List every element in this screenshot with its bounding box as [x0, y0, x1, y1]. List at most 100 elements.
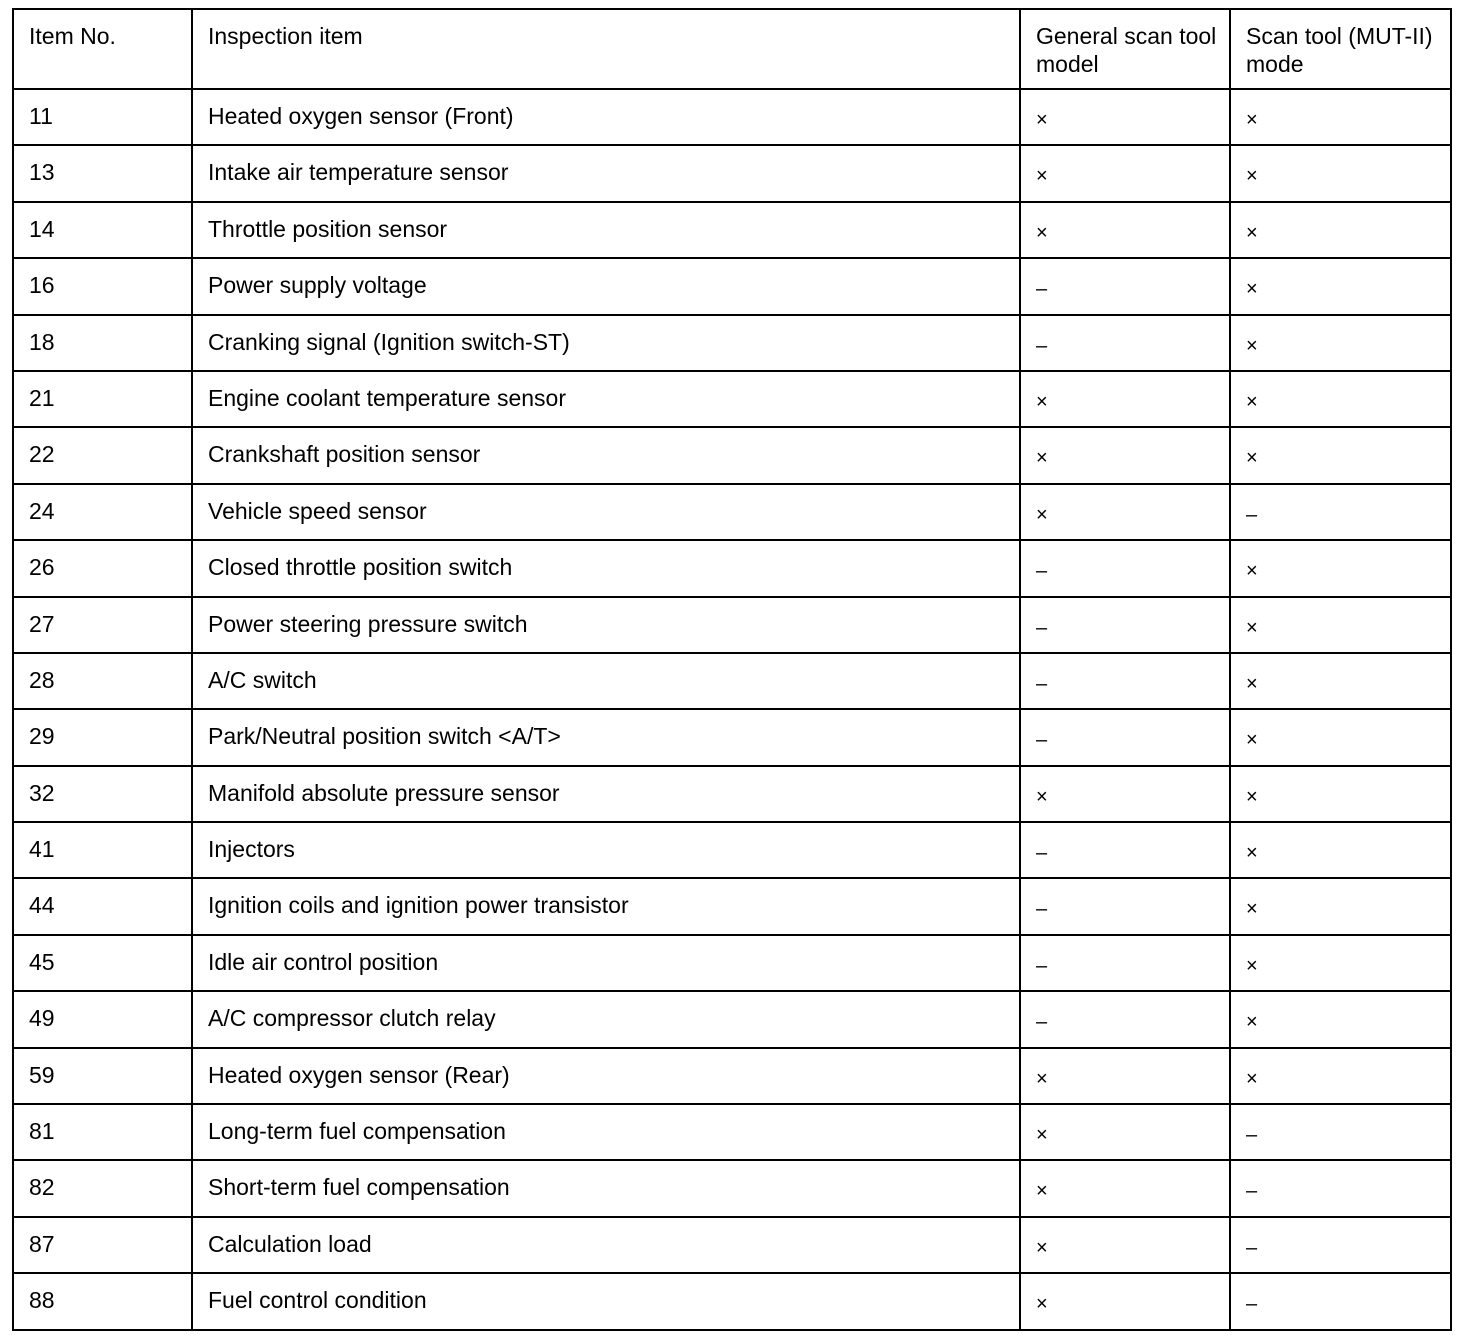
general-scan-cell: × — [1019, 1103, 1231, 1162]
mut-mode-cell: – — [1229, 1103, 1452, 1162]
item-number-cell: 44 — [12, 877, 193, 936]
table-row: 26 Closed throttle position switch – × — [12, 539, 1452, 598]
item-number-cell: 32 — [12, 764, 193, 824]
general-scan-cell: – — [1019, 595, 1231, 654]
mut-mode-cell: × — [1229, 539, 1452, 598]
item-number-cell: 16 — [12, 257, 193, 316]
general-scan-cell: × — [1019, 1159, 1231, 1218]
mut-mode-cell: × — [1229, 144, 1452, 203]
mut-mode-cell: × — [1229, 369, 1452, 429]
general-scan-cell: – — [1019, 821, 1231, 880]
inspection-item-cell: Intake air temperature sensor — [191, 144, 1021, 203]
table-row: 88 Fuel control condition × – — [12, 1272, 1452, 1331]
inspection-item-cell: Power supply voltage — [191, 257, 1021, 316]
table-row: 13 Intake air temperature sensor × × — [12, 144, 1452, 203]
inspection-item-cell: Throttle position sensor — [191, 200, 1021, 260]
general-scan-cell: × — [1019, 426, 1231, 485]
inspection-item-cell: Vehicle speed sensor — [191, 482, 1021, 542]
item-number-cell: 27 — [12, 595, 193, 654]
header-general-scan-tool: General scan tool model — [1019, 8, 1231, 90]
general-scan-cell: – — [1019, 651, 1231, 711]
table-row: 49 A/C compressor clutch relay – × — [12, 990, 1452, 1049]
mut-mode-cell: × — [1229, 87, 1452, 147]
inspection-item-cell: Short-term fuel compensation — [191, 1159, 1021, 1218]
mut-mode-cell: – — [1229, 1215, 1452, 1275]
inspection-item-cell: Injectors — [191, 821, 1021, 880]
general-scan-cell: × — [1019, 87, 1231, 147]
inspection-item-cell: Ignition coils and ignition power transi… — [191, 877, 1021, 936]
item-number-cell: 18 — [12, 313, 193, 372]
item-number-cell: 88 — [12, 1272, 193, 1331]
inspection-item-cell: Engine coolant temperature sensor — [191, 369, 1021, 429]
general-scan-cell: – — [1019, 257, 1231, 316]
table-row: 11 Heated oxygen sensor (Front) × × — [12, 87, 1452, 147]
table-row: 24 Vehicle speed sensor × – — [12, 482, 1452, 542]
table-row: 27 Power steering pressure switch – × — [12, 595, 1452, 654]
inspection-item-cell: Idle air control position — [191, 933, 1021, 993]
table-row: 82 Short-term fuel compensation × – — [12, 1159, 1452, 1218]
general-scan-cell: – — [1019, 313, 1231, 372]
mut-mode-cell: × — [1229, 651, 1452, 711]
item-number-cell: 87 — [12, 1215, 193, 1275]
item-number-cell: 59 — [12, 1046, 193, 1106]
table-row: 41 Injectors – × — [12, 821, 1452, 880]
general-scan-cell: – — [1019, 990, 1231, 1049]
inspection-item-cell: Park/Neutral position switch <A/T> — [191, 708, 1021, 767]
header-row: Item No. Inspection item General scan to… — [12, 8, 1452, 90]
mut-mode-cell: – — [1229, 1272, 1452, 1331]
general-scan-cell: – — [1019, 539, 1231, 598]
mut-mode-cell: × — [1229, 821, 1452, 880]
table-row: 59 Heated oxygen sensor (Rear) × × — [12, 1046, 1452, 1106]
item-number-cell: 41 — [12, 821, 193, 880]
general-scan-cell: × — [1019, 1215, 1231, 1275]
mut-mode-cell: × — [1229, 426, 1452, 485]
table-row: 29 Park/Neutral position switch <A/T> – × — [12, 708, 1452, 767]
item-number-cell: 22 — [12, 426, 193, 485]
item-number-cell: 28 — [12, 651, 193, 711]
table-row: 16 Power supply voltage – × — [12, 257, 1452, 316]
mut-mode-cell: – — [1229, 482, 1452, 542]
general-scan-cell: × — [1019, 144, 1231, 203]
inspection-item-cell: A/C compressor clutch relay — [191, 990, 1021, 1049]
inspection-item-cell: Cranking signal (Ignition switch-ST) — [191, 313, 1021, 372]
item-number-cell: 26 — [12, 539, 193, 598]
mut-mode-cell: × — [1229, 313, 1452, 372]
table-row: 45 Idle air control position – × — [12, 933, 1452, 993]
item-number-cell: 82 — [12, 1159, 193, 1218]
inspection-item-cell: Manifold absolute pressure sensor — [191, 764, 1021, 824]
item-number-cell: 45 — [12, 933, 193, 993]
header-item-no: Item No. — [12, 8, 193, 90]
general-scan-cell: × — [1019, 200, 1231, 260]
header-mut-mode: Scan tool (MUT-II) mode — [1229, 8, 1452, 90]
table-row: 81 Long-term fuel compensation × – — [12, 1103, 1452, 1162]
table-row: 21 Engine coolant temperature sensor × × — [12, 369, 1452, 429]
general-scan-cell: × — [1019, 1046, 1231, 1106]
inspection-item-cell: Closed throttle position switch — [191, 539, 1021, 598]
item-number-cell: 24 — [12, 482, 193, 542]
inspection-item-cell: A/C switch — [191, 651, 1021, 711]
general-scan-cell: × — [1019, 482, 1231, 542]
inspection-item-cell: Power steering pressure switch — [191, 595, 1021, 654]
inspection-item-cell: Calculation load — [191, 1215, 1021, 1275]
inspection-item-cell: Heated oxygen sensor (Front) — [191, 87, 1021, 147]
item-number-cell: 29 — [12, 708, 193, 767]
general-scan-cell: – — [1019, 933, 1231, 993]
inspection-item-cell: Fuel control condition — [191, 1272, 1021, 1331]
mut-mode-cell: × — [1229, 200, 1452, 260]
header-inspection-item: Inspection item — [191, 8, 1021, 90]
inspection-table: Item No. Inspection item General scan to… — [12, 8, 1452, 1331]
general-scan-cell: × — [1019, 369, 1231, 429]
item-number-cell: 21 — [12, 369, 193, 429]
item-number-cell: 14 — [12, 200, 193, 260]
item-number-cell: 11 — [12, 87, 193, 147]
table-row: 14 Throttle position sensor × × — [12, 200, 1452, 260]
mut-mode-cell: × — [1229, 595, 1452, 654]
inspection-item-cell: Crankshaft position sensor — [191, 426, 1021, 485]
mut-mode-cell: × — [1229, 764, 1452, 824]
general-scan-cell: × — [1019, 1272, 1231, 1331]
inspection-item-cell: Heated oxygen sensor (Rear) — [191, 1046, 1021, 1106]
general-scan-cell: × — [1019, 764, 1231, 824]
item-number-cell: 81 — [12, 1103, 193, 1162]
table-row: 18 Cranking signal (Ignition switch-ST) – × — [12, 313, 1452, 372]
mut-mode-cell: × — [1229, 990, 1452, 1049]
